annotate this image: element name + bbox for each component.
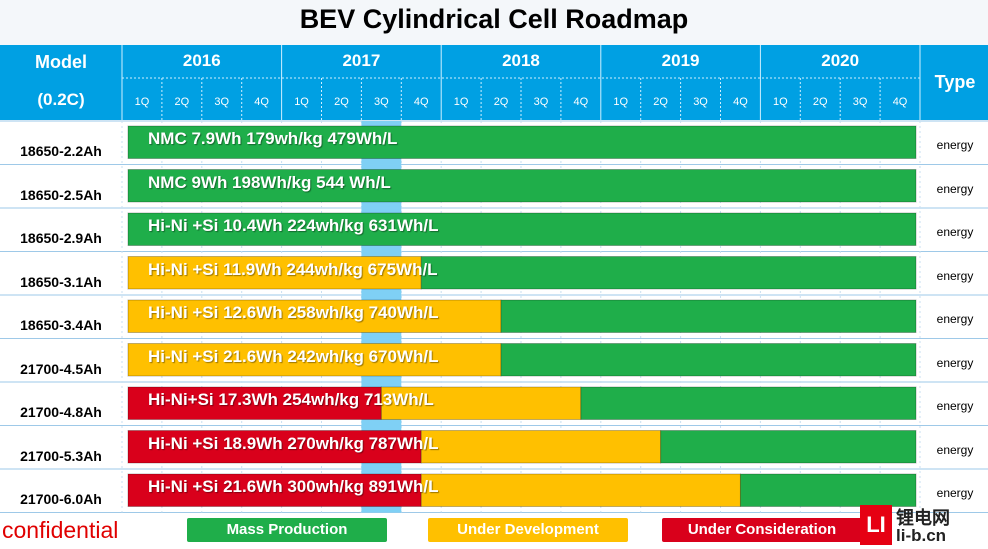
quarter-label: 3Q	[693, 96, 708, 108]
bar-segment-mass	[420, 256, 917, 290]
watermark-logo: LI	[860, 505, 892, 545]
bar-segment-mass	[739, 473, 917, 507]
quarter-label: 1Q	[134, 96, 150, 108]
header-band	[0, 45, 988, 120]
quarter-label: 4Q	[413, 96, 429, 108]
year-label: 2017	[342, 51, 381, 70]
quarter-label: 1Q	[613, 96, 629, 108]
row-type-label: energy	[936, 225, 974, 239]
row-type-label: energy	[936, 181, 974, 196]
row-model-label: 18650-2.9Ah	[20, 230, 102, 246]
quarter-label: 4Q	[892, 96, 908, 108]
row-model-label: 21700-5.3Ah	[20, 447, 102, 464]
legend-dev: Under Development	[428, 518, 628, 542]
model-header: Model	[35, 52, 87, 72]
quarter-label: 2Q	[334, 96, 349, 108]
model-subheader: (0.2C)	[37, 90, 85, 109]
bar-spec-label: NMC 7.9Wh 179wh/kg 479Wh/L	[148, 129, 398, 148]
row-type-label: energy	[936, 399, 974, 413]
bar-segment-mass	[580, 386, 917, 420]
bar-spec-label: NMC 9Wh 198Wh/kg 544 Wh/L	[148, 172, 391, 192]
bar-spec-label: Hi-Ni +Si 12.6Wh 258wh/kg 740Wh/L	[148, 303, 439, 322]
quarter-label: 4Q	[254, 96, 269, 108]
row-model-label: 21700-4.8Ah	[20, 404, 102, 420]
row-model-label: 21700-6.0Ah	[20, 491, 102, 507]
bar-segment-dev	[127, 256, 422, 290]
year-label: 2018	[502, 51, 540, 70]
quarter-label: 4Q	[573, 96, 589, 108]
bar-segment-dev	[380, 386, 582, 420]
row-type-label: energy	[936, 355, 974, 370]
bar-segment-mass	[127, 169, 917, 203]
quarter-label: 2Q	[174, 96, 190, 108]
bar-segment-dev	[420, 430, 662, 464]
quarter-label: 3Q	[852, 96, 868, 108]
watermark-url: li-b.cn	[896, 526, 947, 545]
legend-mass: Mass Production	[187, 518, 387, 542]
bar-segment-mass	[500, 343, 917, 377]
bar-segment-dev	[127, 299, 502, 333]
bar-spec-label: Hi-Ni +Si 11.9Wh 244wh/kg 675Wh/L	[148, 259, 438, 279]
chart-title: BEV Cylindrical Cell Roadmap	[299, 4, 689, 34]
quarter-label: 4Q	[733, 96, 748, 108]
bar-spec-label: Hi-Ni +Si 18.9Wh 270wh/kg 787Wh/L	[148, 433, 439, 453]
title-band	[0, 0, 988, 45]
bar-spec-label: Hi-Ni +Si 10.4Wh 224wh/kg 631Wh/L	[148, 216, 439, 235]
bar-segment-dev	[420, 473, 741, 507]
quarter-label: 3Q	[533, 96, 549, 108]
row-model-label: 18650-3.1Ah	[20, 273, 102, 290]
bar-segment-dev	[127, 343, 502, 377]
row-model-label: 18650-2.2Ah	[20, 143, 102, 159]
bar-segment-mass	[660, 430, 917, 464]
bar-segment-mass	[500, 299, 917, 333]
quarter-label: 3Q	[214, 96, 230, 108]
row-model-label: 21700-4.5Ah	[20, 360, 102, 377]
bar-segment-mass	[127, 125, 917, 159]
year-label: 2020	[821, 51, 860, 70]
quarter-label: 2Q	[653, 96, 668, 108]
row-type-label: energy	[936, 138, 974, 152]
quarter-label: 1Q	[772, 96, 788, 108]
row-model-label: 18650-3.4Ah	[20, 317, 102, 333]
confidential-label: confidential	[2, 517, 119, 543]
watermark-text: 锂电网	[896, 508, 950, 528]
legend-consideration: Under Consideration	[662, 518, 862, 542]
quarter-label: 2Q	[493, 96, 509, 108]
quarter-label: 3Q	[373, 96, 389, 108]
bar-spec-label: Hi-Ni+Si 17.3Wh 254wh/kg 713Wh/L	[148, 390, 434, 409]
quarter-label: 1Q	[294, 96, 309, 108]
year-label: 2016	[182, 51, 221, 70]
bar-segment-consideration	[127, 473, 422, 507]
row-type-label: energy	[936, 312, 974, 326]
type-header: Type	[934, 72, 976, 92]
row-type-label: energy	[936, 268, 974, 283]
bar-spec-label: Hi-Ni +Si 21.6Wh 242wh/kg 670Wh/L	[148, 346, 439, 366]
bar-spec-label: Hi-Ni +Si 21.6Wh 300wh/kg 891Wh/L	[148, 477, 439, 496]
bar-segment-consideration	[127, 386, 382, 420]
bar-segment-consideration	[127, 430, 422, 464]
year-label: 2019	[661, 51, 700, 70]
row-type-label: energy	[936, 442, 974, 457]
row-model-label: 18650-2.5Ah	[20, 186, 102, 203]
quarter-label: 1Q	[453, 96, 469, 108]
row-type-label: energy	[936, 486, 974, 500]
bar-segment-mass	[127, 212, 917, 246]
quarter-label: 2Q	[812, 96, 828, 108]
